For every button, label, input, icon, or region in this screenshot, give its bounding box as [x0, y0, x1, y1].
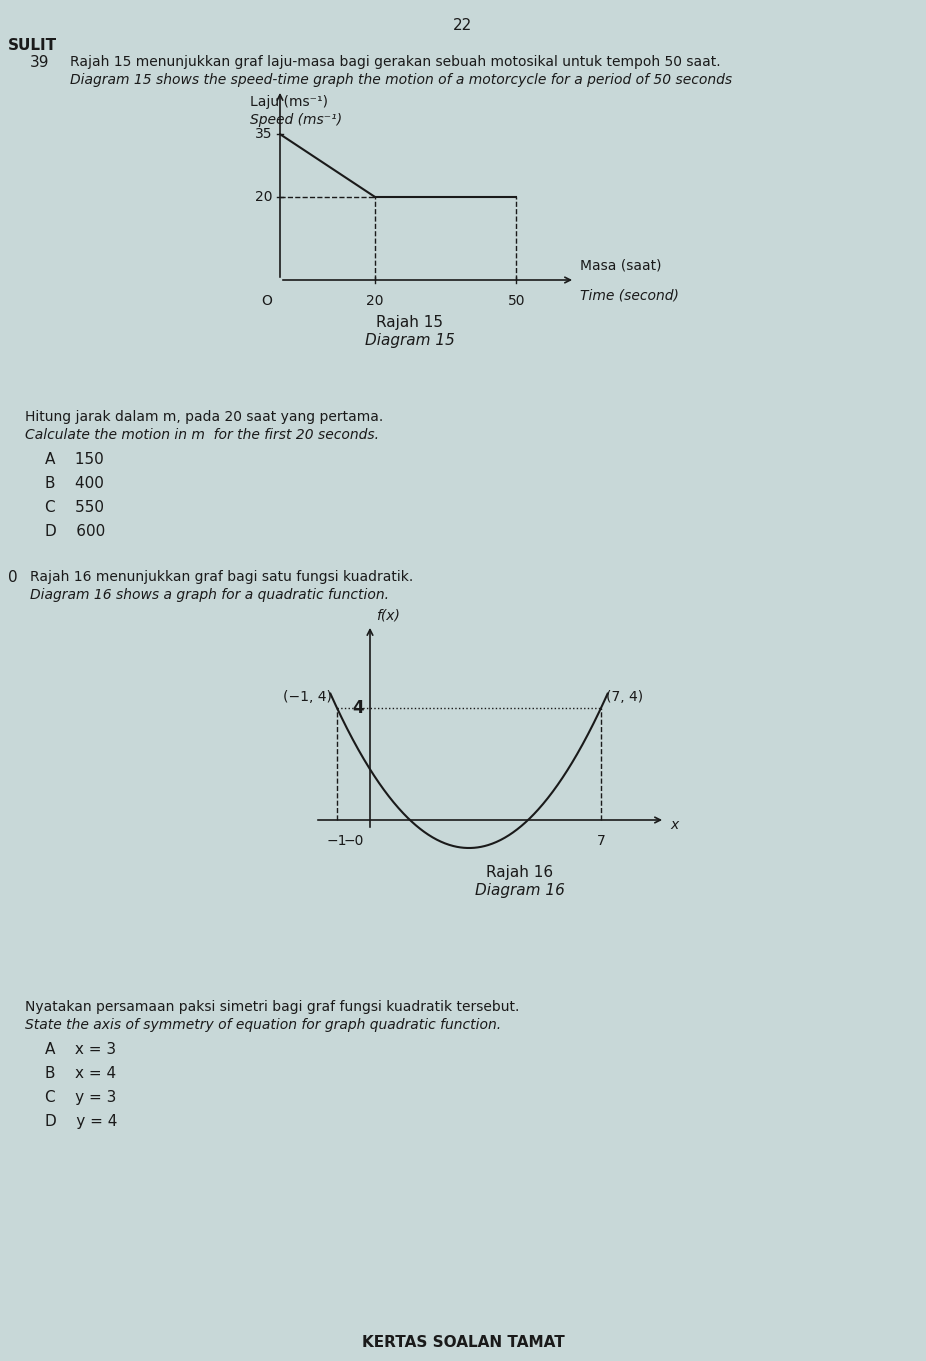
Text: −0: −0 [344, 834, 364, 848]
Text: O: O [261, 294, 272, 308]
Text: B    x = 4: B x = 4 [45, 1066, 116, 1081]
Text: −1: −1 [327, 834, 347, 848]
Text: A    150: A 150 [45, 452, 104, 467]
Text: 4: 4 [353, 700, 364, 717]
Text: Masa (saat): Masa (saat) [580, 259, 661, 272]
Text: (7, 4): (7, 4) [606, 690, 644, 704]
Text: f(x): f(x) [376, 608, 400, 622]
Text: Rajah 16 menunjukkan graf bagi satu fungsi kuadratik.: Rajah 16 menunjukkan graf bagi satu fung… [30, 570, 413, 584]
Text: C    550: C 550 [45, 499, 104, 514]
Text: 39: 39 [30, 54, 49, 69]
Text: Hitung jarak dalam m, pada 20 saat yang pertama.: Hitung jarak dalam m, pada 20 saat yang … [25, 410, 383, 425]
Text: Time (second): Time (second) [580, 289, 679, 302]
Text: Nyatakan persamaan paksi simetri bagi graf fungsi kuadratik tersebut.: Nyatakan persamaan paksi simetri bagi gr… [25, 1000, 519, 1014]
Text: 50: 50 [507, 294, 525, 308]
Text: Speed (ms⁻¹): Speed (ms⁻¹) [250, 113, 342, 127]
Text: Calculate the motion in m  for the first 20 seconds.: Calculate the motion in m for the first … [25, 427, 379, 442]
Text: 20: 20 [255, 189, 272, 204]
Text: A    x = 3: A x = 3 [45, 1043, 116, 1057]
Text: Rajah 16: Rajah 16 [486, 866, 554, 881]
Text: Diagram 15 shows the speed-time graph the motion of a motorcycle for a period of: Diagram 15 shows the speed-time graph th… [70, 73, 732, 87]
Text: 0: 0 [8, 570, 18, 585]
Text: x: x [670, 818, 678, 832]
Text: C    y = 3: C y = 3 [45, 1090, 117, 1105]
Text: 7: 7 [596, 834, 606, 848]
Text: Rajah 15 menunjukkan graf laju-masa bagi gerakan sebuah motosikal untuk tempoh 5: Rajah 15 menunjukkan graf laju-masa bagi… [70, 54, 720, 69]
Text: 35: 35 [255, 127, 272, 142]
Text: Diagram 16 shows a graph for a quadratic function.: Diagram 16 shows a graph for a quadratic… [30, 588, 389, 602]
Text: SULIT: SULIT [8, 38, 57, 53]
Text: (−1, 4): (−1, 4) [283, 690, 332, 704]
Text: KERTAS SOALAN TAMAT: KERTAS SOALAN TAMAT [362, 1335, 564, 1350]
Text: Laju (ms⁻¹): Laju (ms⁻¹) [250, 95, 328, 109]
Text: State the axis of symmetry of equation for graph quadratic function.: State the axis of symmetry of equation f… [25, 1018, 501, 1032]
Text: Rajah 15: Rajah 15 [377, 314, 444, 329]
Text: 22: 22 [454, 18, 472, 33]
Text: Diagram 16: Diagram 16 [475, 883, 565, 898]
Text: D    600: D 600 [45, 524, 106, 539]
Text: B    400: B 400 [45, 476, 104, 491]
Text: D    y = 4: D y = 4 [45, 1115, 118, 1130]
Text: Diagram 15: Diagram 15 [365, 333, 455, 348]
Text: 20: 20 [366, 294, 383, 308]
